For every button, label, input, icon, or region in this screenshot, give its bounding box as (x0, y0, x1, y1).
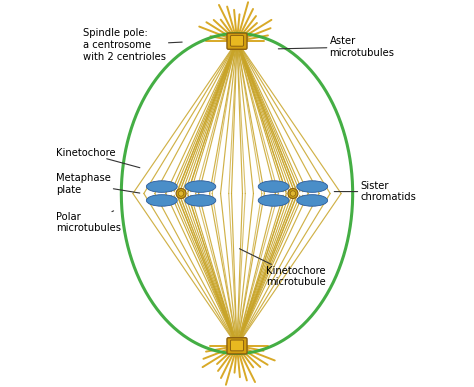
Ellipse shape (297, 181, 328, 192)
Ellipse shape (258, 181, 289, 192)
Text: Kinetochore
microtubule: Kinetochore microtubule (239, 249, 326, 287)
Ellipse shape (146, 195, 177, 206)
Ellipse shape (185, 195, 216, 206)
Ellipse shape (185, 181, 216, 192)
Text: Spindle pole:
a centrosome
with 2 centrioles: Spindle pole: a centrosome with 2 centri… (83, 28, 182, 62)
Text: Aster
microtubules: Aster microtubules (278, 36, 394, 58)
Ellipse shape (146, 181, 177, 192)
Text: Kinetochore: Kinetochore (56, 148, 140, 168)
FancyBboxPatch shape (230, 35, 244, 46)
FancyBboxPatch shape (227, 33, 247, 49)
Text: Polar
microtubules: Polar microtubules (56, 211, 121, 233)
Circle shape (178, 191, 184, 196)
Circle shape (290, 191, 296, 196)
FancyBboxPatch shape (227, 338, 247, 354)
Ellipse shape (258, 195, 289, 206)
Circle shape (288, 188, 298, 199)
FancyBboxPatch shape (230, 340, 244, 351)
Text: Sister
chromatids: Sister chromatids (334, 181, 416, 202)
Text: Metaphase
plate: Metaphase plate (56, 173, 140, 195)
Ellipse shape (297, 195, 328, 206)
Circle shape (176, 188, 186, 199)
